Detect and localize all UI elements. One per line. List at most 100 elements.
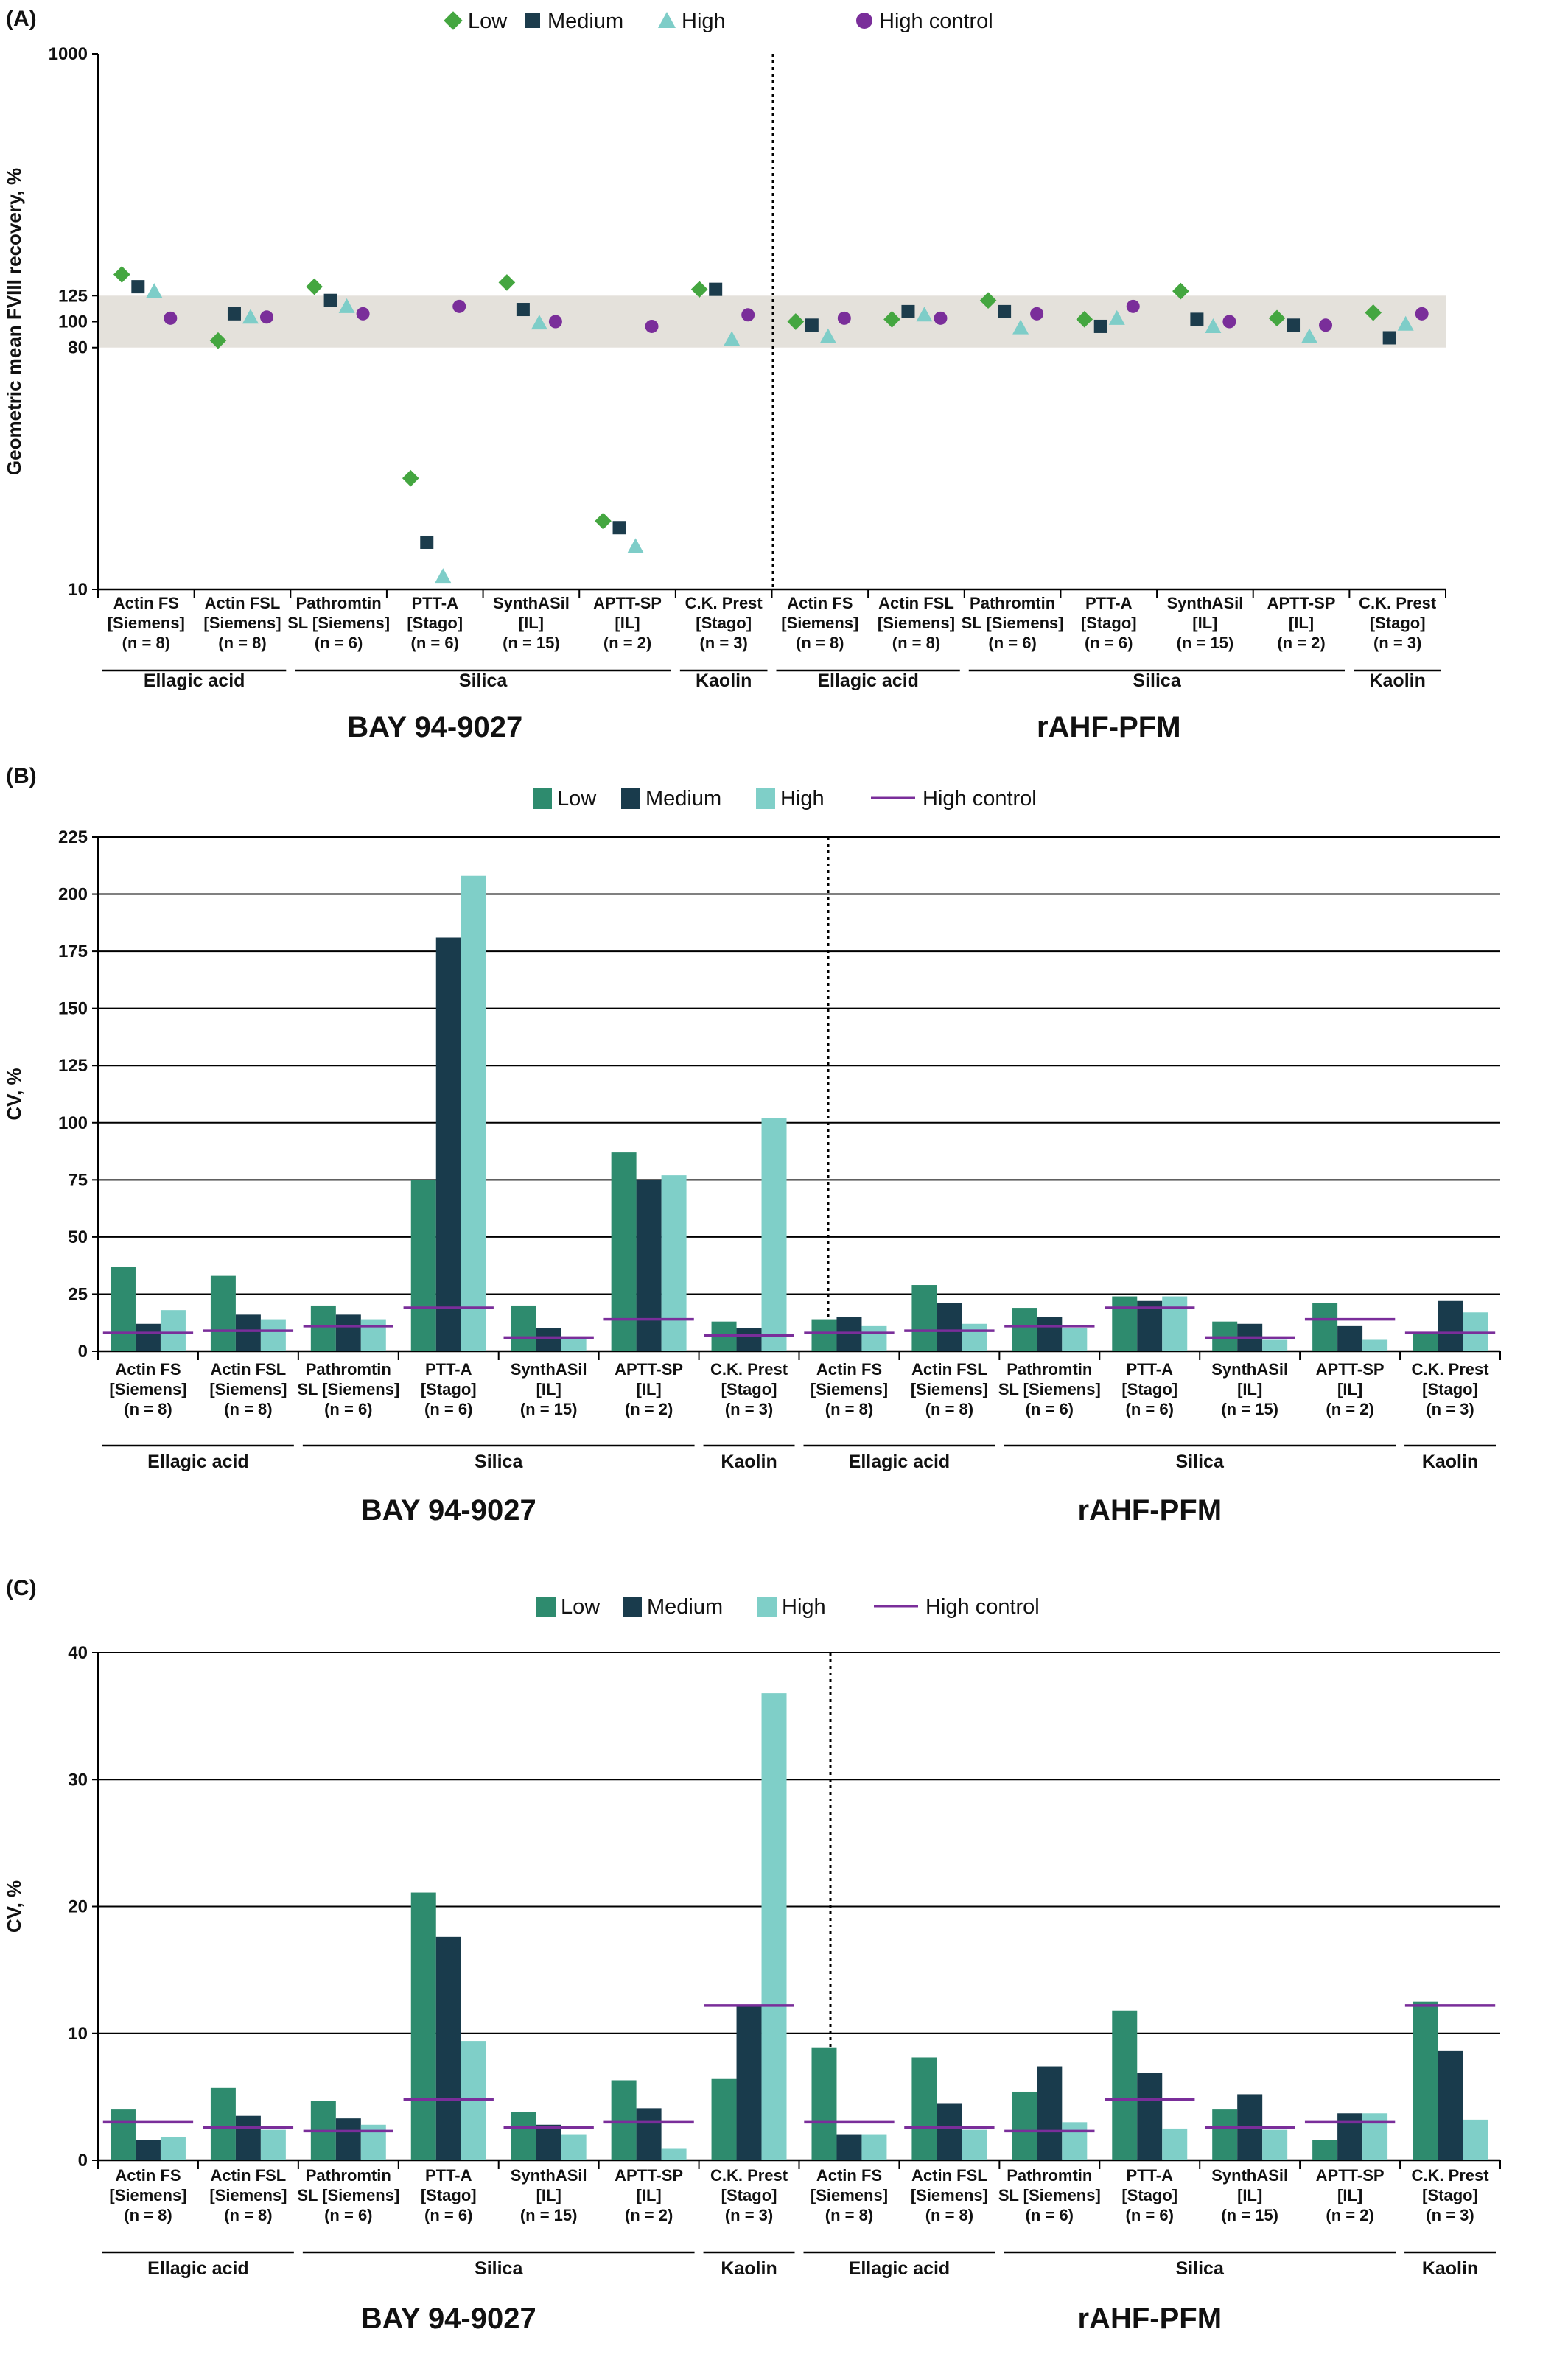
category-label: (n = 15) [1177, 634, 1234, 652]
category-label: Actin FS [113, 594, 179, 612]
category-label: Actin FS [787, 594, 853, 612]
group-label: Kaolin [1369, 670, 1425, 691]
category-label: [IL] [536, 1380, 561, 1398]
category-label: (n = 15) [1221, 2206, 1278, 2224]
category-label: APTT-SP [615, 1360, 683, 1379]
category-label: [Siemens] [109, 1380, 186, 1398]
point-high [819, 328, 836, 343]
group-label: Ellagic acid [147, 1451, 249, 1472]
category-label: (n = 6) [1026, 2206, 1074, 2224]
category-label: (n = 6) [988, 634, 1036, 652]
category-label: SynthASil [1211, 1360, 1288, 1379]
bar-high [360, 1319, 386, 1351]
category-label: SL [Siemens] [297, 1380, 399, 1398]
bar-low [1312, 2140, 1338, 2160]
bar-high [1262, 2129, 1288, 2160]
point-low [979, 292, 997, 309]
category-label: [IL] [637, 2186, 662, 2204]
point-high [1012, 319, 1029, 335]
category-label: [Siemens] [781, 614, 858, 632]
point-high-control [1319, 318, 1333, 332]
category-label: (n = 6) [1085, 634, 1133, 652]
y-tick-label: 80 [68, 338, 88, 358]
point-high [435, 568, 452, 584]
y-tick-label: 75 [68, 1170, 88, 1190]
y-tick-label: 125 [58, 286, 88, 306]
point-medium [323, 293, 337, 307]
point-high-control [452, 299, 466, 313]
category-label: [IL] [615, 614, 640, 632]
category-label: C.K. Prest [1411, 2166, 1489, 2185]
y-tick-label: 0 [78, 1342, 88, 1362]
category-label: [Siemens] [209, 1380, 287, 1398]
category-label: [Stago] [1121, 2186, 1177, 2204]
category-label: Actin FSL [211, 2166, 287, 2185]
category-label: [IL] [536, 2186, 561, 2204]
group-label: Kaolin [721, 2258, 777, 2279]
point-low [209, 332, 227, 349]
bar-low [1012, 1308, 1037, 1351]
bar-high [160, 1310, 186, 1351]
bar-high [861, 2134, 887, 2160]
bar-medium [235, 2115, 261, 2160]
legend-swatch-medium [621, 788, 640, 809]
bar-low [911, 1285, 937, 1351]
point-high-control [1415, 307, 1429, 321]
category-label: (n = 6) [315, 634, 363, 652]
category-label: [Siemens] [209, 2186, 287, 2204]
category-label: [Stago] [1121, 1380, 1177, 1398]
legend-swatch-low [533, 788, 552, 809]
legend-marker-high-control [856, 13, 872, 29]
point-high [1301, 328, 1318, 343]
bar-low [1413, 1333, 1438, 1351]
category-label: Actin FSL [211, 1360, 287, 1379]
panel-letter: (C) [6, 1576, 37, 1600]
category-label: Actin FSL [205, 594, 281, 612]
bar-low [911, 2057, 937, 2160]
group-label: Silica [1176, 1451, 1225, 1472]
group-label: Ellagic acid [849, 1451, 951, 1472]
point-medium [1093, 319, 1107, 333]
y-tick-label: 20 [68, 1897, 88, 1917]
category-label: (n = 15) [503, 634, 560, 652]
category-label: (n = 8) [825, 2206, 873, 2224]
category-label: (n = 8) [122, 634, 170, 652]
category-label: [IL] [1289, 614, 1314, 632]
category-label: PTT-A [1085, 594, 1133, 612]
point-medium [998, 304, 1012, 318]
category-label: PTT-A [411, 594, 458, 612]
legend-marker-low [444, 11, 463, 30]
y-axis-label: CV, % [3, 1068, 25, 1120]
category-label: [Siemens] [811, 1380, 888, 1398]
category-label: (n = 6) [1126, 2206, 1174, 2224]
category-label: (n = 3) [1426, 1400, 1474, 1418]
point-medium [1382, 331, 1396, 345]
category-label: [Siemens] [911, 2186, 988, 2204]
bar-medium [736, 1328, 762, 1351]
category-label: PTT-A [1126, 2166, 1173, 2185]
bar-low [1012, 2091, 1037, 2160]
legend-label: High control [925, 1595, 1040, 1619]
group-label: Ellagic acid [144, 670, 245, 691]
category-label: SL [Siemens] [998, 1380, 1101, 1398]
category-label: APTT-SP [615, 2166, 683, 2185]
category-label: (n = 6) [324, 1400, 372, 1418]
bar-high [661, 1175, 687, 1351]
point-medium [516, 303, 530, 317]
group-label: Silica [475, 2258, 523, 2279]
bar-high [761, 1118, 787, 1351]
bar-low [1212, 2109, 1238, 2160]
legend-label: High [780, 787, 825, 810]
product-label: rAHF-PFM [1077, 2302, 1222, 2335]
category-label: (n = 2) [625, 2206, 673, 2224]
bar-medium [636, 2108, 662, 2160]
y-tick-label: 150 [58, 999, 88, 1019]
point-medium [612, 521, 626, 535]
category-label: [Stago] [1422, 1380, 1478, 1398]
legend-label: High [782, 1595, 826, 1619]
bar-medium [536, 2124, 561, 2160]
category-label: (n = 8) [218, 634, 266, 652]
category-label: SynthASil [511, 1360, 587, 1379]
